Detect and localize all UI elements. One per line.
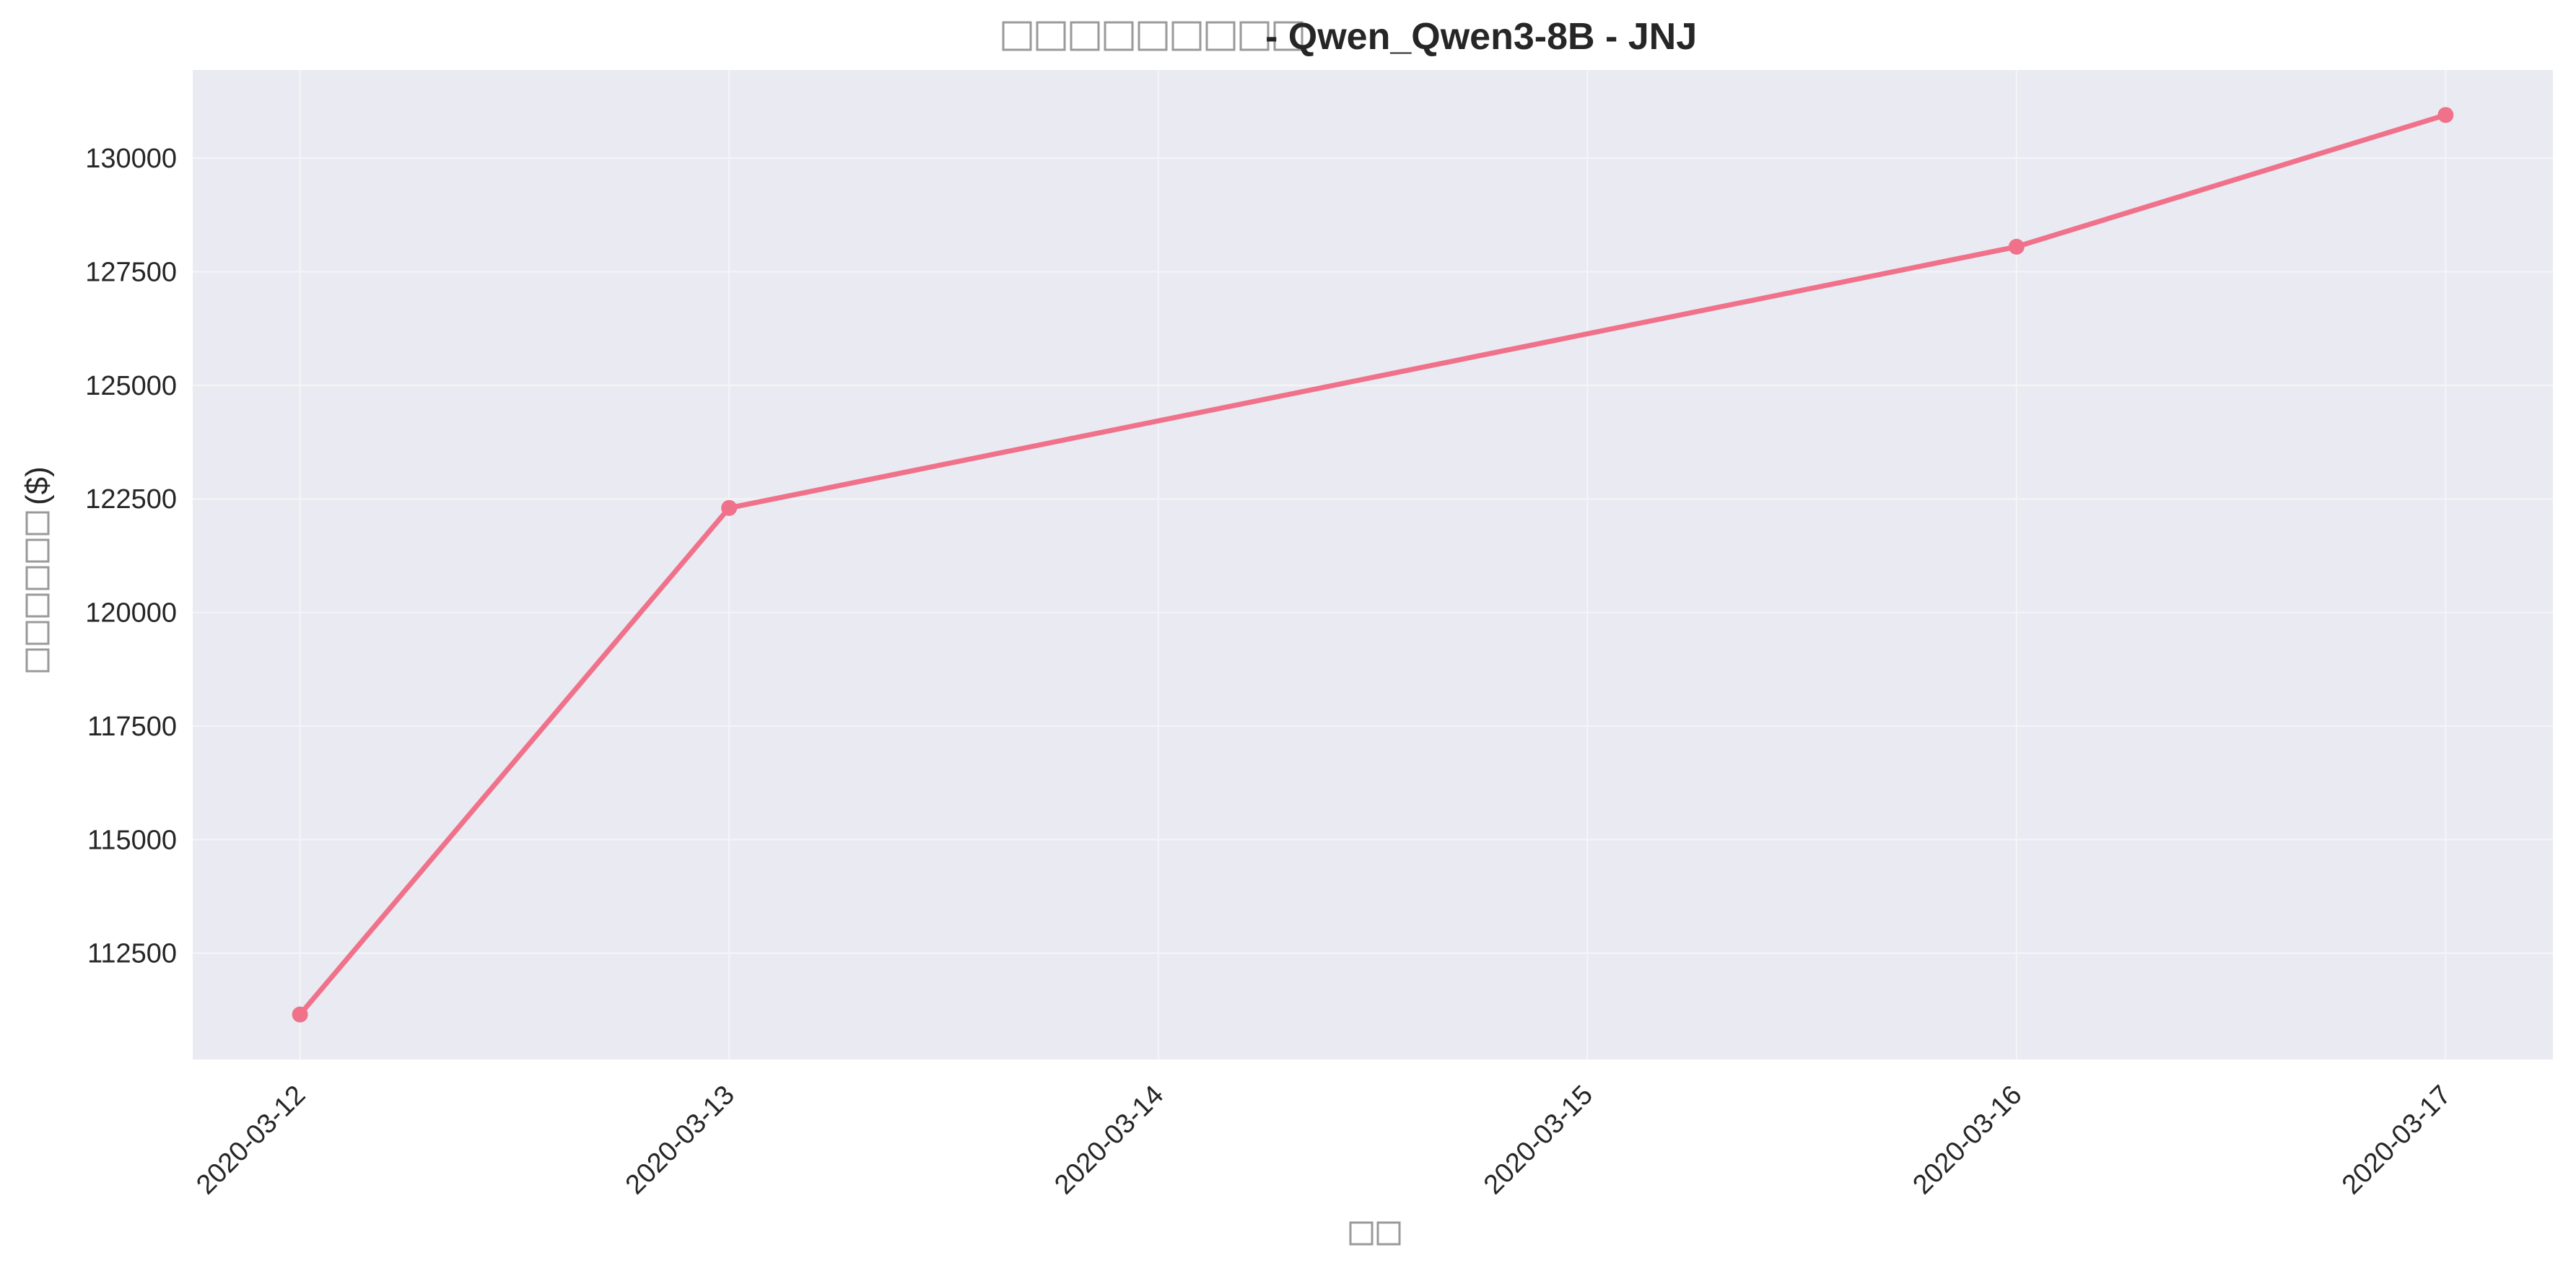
data-point (721, 499, 738, 516)
data-point (2008, 238, 2025, 255)
missing-glyph-box (1070, 21, 1100, 51)
y-tick-label: 127500 (85, 257, 177, 287)
x-tick-label: 2020-03-14 (1049, 1080, 1169, 1200)
missing-glyph-box (25, 538, 50, 563)
series-line (297, 112, 2448, 1018)
series-group (292, 107, 2454, 1023)
y-tick-label: 122500 (85, 484, 177, 515)
x-tick-label: 2020-03-17 (2336, 1080, 2457, 1200)
y-tick-labels: 112500 115000 117500 120000 122500 125000 1275… (85, 144, 177, 969)
plot-area (193, 70, 2553, 1059)
missing-glyph-box (25, 511, 50, 536)
missing-glyph-box (1138, 21, 1168, 51)
y-tick-label: 120000 (85, 598, 177, 629)
y-tick-label: 125000 (85, 371, 177, 401)
grid-lines (193, 70, 2553, 1059)
missing-glyph-box (1376, 1221, 1401, 1246)
chart-title: - Qwen_Qwen3-8B - JNJ (1265, 16, 1697, 58)
x-tick-labels: 2020-03-12 2020-03-13 2020-03-14 2020-03-15… (191, 1080, 2457, 1200)
x-tick-label: 2020-03-15 (1478, 1080, 1599, 1200)
chart-title-group: - Qwen_Qwen3-8B - JNJ (1002, 16, 1697, 58)
data-point (292, 1006, 308, 1023)
y-tick-label: 117500 (87, 712, 177, 742)
missing-glyph-box (1239, 21, 1270, 51)
x-tick-label: 2020-03-12 (191, 1080, 311, 1200)
missing-glyph-box (1349, 1221, 1374, 1246)
missing-glyph-box (1104, 21, 1134, 51)
missing-glyph-box (25, 648, 50, 673)
missing-glyph-box (25, 593, 50, 618)
y-axis-label: ($) (19, 466, 55, 505)
missing-glyph-box (1205, 21, 1236, 51)
missing-glyph-box (1036, 21, 1066, 51)
data-point (2437, 107, 2454, 123)
x-tick-label: 2020-03-16 (1907, 1080, 2027, 1200)
y-tick-label: 130000 (85, 144, 177, 174)
missing-glyph-box (25, 621, 50, 645)
x-axis-label-group (1349, 1221, 1401, 1246)
y-axis-label-group: ($) (19, 466, 55, 673)
x-tick-label: 2020-03-13 (620, 1080, 741, 1200)
y-tick-label: 112500 (87, 939, 177, 969)
missing-glyph-box (1002, 21, 1032, 51)
y-tick-label: 115000 (87, 825, 177, 855)
missing-glyph-box (1273, 21, 1304, 51)
missing-glyph-box (1171, 21, 1202, 51)
missing-glyph-box (25, 566, 50, 590)
